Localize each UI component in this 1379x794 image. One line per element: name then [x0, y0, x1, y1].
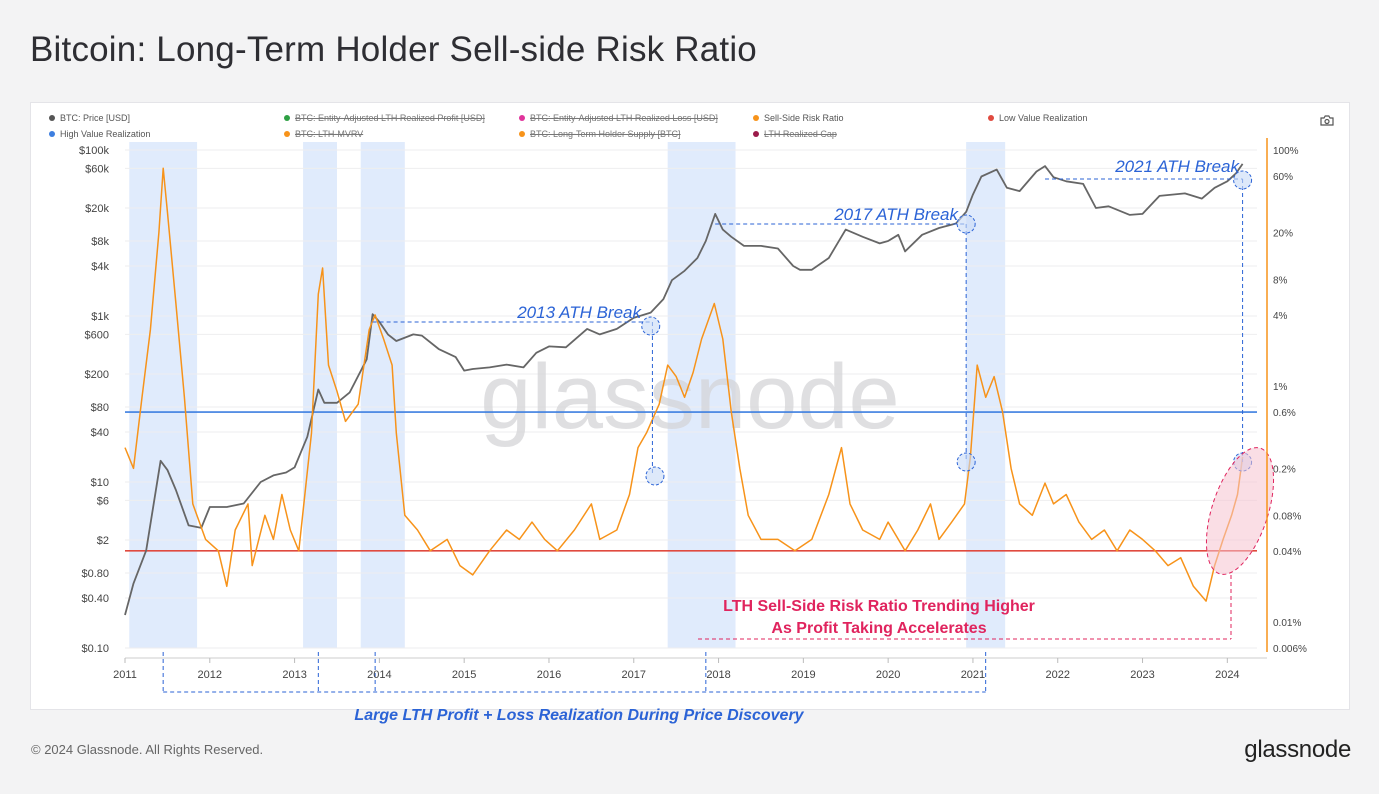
y-right-tick-label: 4%	[1273, 311, 1288, 322]
x-tick-label: 2017	[622, 669, 646, 681]
x-tick-label: 2023	[1130, 669, 1154, 681]
annotation-2021-ath: 2021 ATH Break	[1114, 157, 1240, 176]
shaded-period	[667, 142, 736, 648]
watermark: glassnode	[480, 346, 899, 448]
y-left-tick-label: $1k	[91, 311, 109, 323]
ath-break-marker	[956, 452, 976, 472]
legend-label: BTC: Entity-Adjusted LTH Realized Loss […	[530, 113, 718, 123]
legend-dot	[753, 115, 759, 121]
y-right-tick-label: 0.006%	[1273, 644, 1307, 655]
annotation-price-discovery: Large LTH Profit + Loss Realization Duri…	[354, 707, 804, 724]
y-right-tick-label: 0.08%	[1273, 511, 1301, 522]
camera-icon[interactable]	[1320, 115, 1334, 126]
annotation-sell-side-line2: As Profit Taking Accelerates	[771, 620, 986, 637]
legend-label: BTC: Long-Term Holder Supply [BTC]	[530, 129, 681, 139]
y-left-tick-label: $10	[91, 477, 109, 489]
y-right-tick-label: 0.04%	[1273, 547, 1301, 558]
legend-item-lth-profit[interactable]: BTC: Entity-Adjusted LTH Realized Profit…	[284, 113, 485, 123]
legend-dot	[284, 115, 290, 121]
y-right-tick-label: 1%	[1273, 382, 1288, 393]
legend-item-btc-price[interactable]: BTC: Price [USD]	[49, 113, 130, 123]
y-right-tick-label: 60%	[1273, 172, 1293, 183]
y-right-tick-label: 8%	[1273, 275, 1288, 286]
legend-label: BTC: LTH-MVRV	[295, 129, 364, 139]
x-tick-label: 2021	[961, 669, 985, 681]
shaded-period	[129, 142, 198, 648]
annotation-sell-side-line1: LTH Sell-Side Risk Ratio Trending Higher	[723, 598, 1035, 615]
legend-label: Low Value Realization	[999, 113, 1088, 123]
y-left-tick-label: $40	[91, 427, 109, 439]
x-tick-label: 2016	[537, 669, 561, 681]
y-right-tick-label: 0.01%	[1273, 618, 1301, 629]
y-left-tick-label: $60k	[85, 163, 109, 175]
legend-label: BTC: Price [USD]	[60, 113, 131, 123]
legend-item-low-value[interactable]: Low Value Realization	[988, 113, 1087, 123]
legend-item-lth-mvrv[interactable]: BTC: LTH-MVRV	[284, 129, 363, 139]
x-tick-label: 2020	[876, 669, 900, 681]
y-right-tick-label: 0.6%	[1273, 408, 1296, 419]
y-left-tick-label: $4k	[91, 261, 109, 273]
y-left-tick-label: $8k	[91, 236, 109, 248]
y-left-tick-label: $600	[85, 329, 109, 341]
legend-label: BTC: Entity-Adjusted LTH Realized Profit…	[295, 113, 485, 123]
annotation-guides	[162, 170, 1275, 693]
x-tick-label: 2019	[791, 669, 815, 681]
y-right-tick-label: 100%	[1273, 146, 1299, 157]
y-left-tick-label: $2	[97, 535, 109, 547]
y-left-tick-label: $80	[91, 402, 109, 414]
y-left-tick-label: $6	[97, 495, 109, 507]
annotation-2013-ath: 2013 ATH Break	[516, 303, 642, 322]
legend-item-high-value[interactable]: High Value Realization	[49, 129, 150, 139]
legend-dot	[519, 131, 525, 137]
ath-break-marker	[645, 466, 665, 486]
legend-dot	[988, 115, 994, 121]
legend-label: LTH Realized Cap	[764, 129, 837, 139]
series-line	[124, 163, 1244, 616]
series-lines	[124, 163, 1244, 616]
x-tick-label: 2015	[452, 669, 476, 681]
annotation-2017-ath: 2017 ATH Break	[833, 205, 959, 224]
ath-break-marker	[956, 214, 976, 234]
legend-dot	[519, 115, 525, 121]
y-right-tick-label: 20%	[1273, 228, 1293, 239]
ath-break-marker	[641, 316, 661, 336]
y-left-tick-label: $0.40	[81, 593, 109, 605]
legend-dot	[49, 131, 55, 137]
x-tick-label: 2022	[1045, 669, 1069, 681]
legend-dot	[753, 131, 759, 137]
y-left-tick-label: $0.80	[81, 568, 109, 580]
legend-item-lth-loss[interactable]: BTC: Entity-Adjusted LTH Realized Loss […	[519, 113, 718, 123]
copyright-text: © 2024 Glassnode. All Rights Reserved.	[31, 742, 264, 757]
page-title: Bitcoin: Long-Term Holder Sell-side Risk…	[30, 30, 757, 69]
x-tick-label: 2014	[367, 669, 391, 681]
x-tick-label: 2024	[1215, 669, 1239, 681]
legend-item-lth-supply[interactable]: BTC: Long-Term Holder Supply [BTC]	[519, 129, 681, 139]
y-right-tick-label: 0.2%	[1273, 464, 1296, 475]
y-left-tick-label: $100k	[79, 145, 109, 157]
y-left-tick-label: $0.10	[81, 643, 109, 655]
x-tick-label: 2013	[282, 669, 306, 681]
y-left-tick-label: $200	[85, 369, 109, 381]
brand-logo: glassnode	[1244, 736, 1351, 763]
x-tick-label: 2012	[198, 669, 222, 681]
y-left-tick-label: $20k	[85, 203, 109, 215]
ath-break-marker	[1233, 170, 1253, 190]
legend-label: High Value Realization	[60, 129, 151, 139]
x-tick-label: 2018	[706, 669, 730, 681]
legend-label: Sell-Side Risk Ratio	[764, 113, 844, 123]
axes: $100k $60k $20k $8k $4k $1k $600 $200 $80 $40 $10 $…	[79, 138, 1307, 681]
legend-dot	[284, 131, 290, 137]
x-tick-label: 2011	[113, 669, 137, 681]
legend-item-lth-realized-cap[interactable]: LTH Realized Cap	[753, 129, 837, 139]
shaded-period	[360, 142, 405, 648]
legend-item-sell-side-risk[interactable]: Sell-Side Risk Ratio	[753, 113, 844, 123]
legend-dot	[49, 115, 55, 121]
series-line	[124, 167, 1244, 602]
